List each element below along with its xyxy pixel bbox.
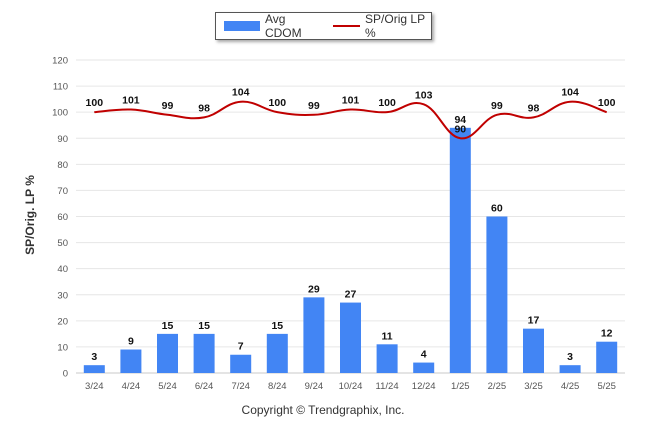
bar-value-label: 3 <box>91 351 97 363</box>
x-tick-label: 1/25 <box>451 381 470 392</box>
y-tick-label: 90 <box>57 134 68 145</box>
bar <box>193 333 215 373</box>
bar <box>266 333 288 373</box>
y-tick-label: 120 <box>52 56 68 67</box>
y-tick-label: 20 <box>57 316 68 327</box>
bar <box>376 344 398 373</box>
line-value-label: 98 <box>198 102 210 114</box>
bar-value-label: 27 <box>345 289 357 301</box>
bar-value-label: 4 <box>421 349 427 361</box>
legend-line-swatch <box>333 25 361 27</box>
y-tick-label: 60 <box>57 212 68 223</box>
line-value-label: 100 <box>598 97 616 109</box>
x-tick-label: 5/25 <box>597 381 616 392</box>
line-value-label: 101 <box>122 95 140 107</box>
line-value-label: 100 <box>378 97 396 109</box>
bar <box>596 341 618 373</box>
bar <box>230 354 252 373</box>
bar <box>413 362 435 373</box>
line-value-label: 99 <box>162 100 174 112</box>
line-value-label: 98 <box>528 102 540 114</box>
line-value-label: 99 <box>308 100 320 112</box>
line-value-label: 100 <box>86 97 104 109</box>
y-tick-label: 40 <box>57 264 68 275</box>
y-tick-label: 100 <box>52 108 68 119</box>
line-value-label: 100 <box>269 97 287 109</box>
bar-value-label: 12 <box>601 328 613 340</box>
bar <box>303 297 325 373</box>
y-tick-label: 50 <box>57 238 68 249</box>
bar-value-label: 9 <box>128 336 134 348</box>
line-value-label: 104 <box>232 87 250 99</box>
x-tick-label: 6/24 <box>195 381 214 392</box>
x-tick-label: 12/24 <box>412 381 436 392</box>
bar-value-label: 60 <box>491 203 503 215</box>
legend: Avg CDOM SP/Orig LP % <box>215 12 432 40</box>
y-tick-label: 80 <box>57 160 68 171</box>
line-value-label: 99 <box>491 100 503 112</box>
x-tick-label: 10/24 <box>339 381 363 392</box>
legend-item-sp-orig[interactable]: SP/Orig LP % <box>319 12 431 40</box>
x-tick-label: 7/24 <box>231 381 250 392</box>
bar <box>340 302 361 373</box>
line-value-label: 90 <box>454 123 466 135</box>
x-tick-label: 2/25 <box>488 381 507 392</box>
line-value-label: 101 <box>342 95 360 107</box>
y-axis-label: SP/Orig. LP % <box>23 175 37 255</box>
bar <box>83 365 105 373</box>
bar <box>523 328 544 373</box>
y-tick-label: 0 <box>63 369 68 380</box>
x-tick-label: 4/24 <box>122 381 141 392</box>
line-value-label: 104 <box>561 87 579 99</box>
bar <box>449 127 471 373</box>
y-tick-label: 10 <box>57 342 68 353</box>
x-tick-label: 9/24 <box>305 381 324 392</box>
bar-value-label: 15 <box>162 320 174 332</box>
legend-line-label: SP/Orig LP % <box>365 12 425 40</box>
bar-value-label: 3 <box>567 351 573 363</box>
x-tick-label: 5/24 <box>158 381 177 392</box>
bar <box>120 349 142 373</box>
legend-bar-swatch <box>224 21 260 31</box>
bar-value-label: 15 <box>198 320 210 332</box>
bar-value-label: 7 <box>238 341 244 353</box>
bar-value-label: 15 <box>271 320 283 332</box>
bar <box>486 216 508 373</box>
x-tick-label: 4/25 <box>561 381 580 392</box>
copyright-footer: Copyright © Trendgraphix, Inc. <box>241 403 405 417</box>
bar-value-label: 17 <box>528 315 540 327</box>
y-tick-label: 70 <box>57 186 68 197</box>
bar-value-label: 11 <box>382 330 393 342</box>
legend-item-avg-cdom[interactable]: Avg CDOM <box>216 12 319 40</box>
bar-value-label: 29 <box>308 283 320 295</box>
bar <box>559 365 581 373</box>
bar-value-label: 94 <box>454 114 466 126</box>
x-tick-label: 11/24 <box>376 381 399 392</box>
y-tick-label: 30 <box>57 290 68 301</box>
line-series-sp-orig <box>94 100 608 140</box>
line-value-label: 103 <box>415 89 433 101</box>
y-tick-label: 110 <box>53 82 68 93</box>
x-tick-label: 3/24 <box>85 381 104 392</box>
x-tick-label: 8/24 <box>268 381 287 392</box>
x-tick-label: 3/25 <box>524 381 543 392</box>
legend-bar-label: Avg CDOM <box>264 12 302 40</box>
bar <box>157 333 178 373</box>
